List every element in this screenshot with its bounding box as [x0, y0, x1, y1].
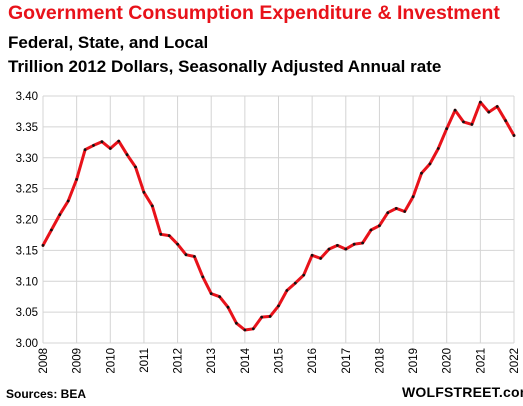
x-tick-label: 2019 — [408, 348, 420, 374]
data-point — [159, 232, 163, 236]
data-point — [277, 304, 280, 308]
series-points — [41, 100, 516, 332]
data-point — [117, 139, 121, 143]
data-point — [176, 242, 180, 246]
data-point — [445, 127, 449, 131]
data-point — [462, 120, 465, 124]
data-point — [268, 315, 272, 318]
x-tick-label: 2016 — [307, 348, 319, 374]
data-point — [436, 147, 440, 150]
data-point — [251, 327, 255, 331]
x-tick-label: 2014 — [240, 347, 252, 373]
data-point — [201, 275, 205, 279]
data-point — [470, 123, 474, 126]
data-point — [260, 315, 264, 319]
y-tick-label: 3.20 — [16, 215, 38, 227]
data-point — [235, 321, 238, 325]
gridlines — [42, 95, 515, 344]
data-point — [209, 292, 213, 295]
y-tick-label: 3.25 — [16, 184, 38, 196]
y-tick-label: 3.10 — [16, 276, 38, 288]
chart-title: Government Consumption Expenditure & Inv… — [8, 2, 500, 24]
data-point — [327, 247, 331, 251]
source-note: Sources: BEA — [6, 387, 87, 401]
data-point — [352, 242, 356, 246]
data-point — [285, 289, 289, 292]
watermark: WOLFSTREET.com — [402, 384, 523, 400]
x-tick-label: 2008 — [38, 348, 50, 374]
data-point — [100, 140, 104, 144]
data-point — [394, 207, 398, 210]
data-point — [504, 119, 507, 123]
data-point — [453, 108, 457, 112]
data-point — [142, 190, 146, 194]
x-tick-label: 2015 — [274, 348, 286, 374]
x-tick-label: 2009 — [72, 348, 84, 374]
data-point — [243, 328, 247, 332]
data-point — [58, 213, 62, 217]
y-tick-label: 3.05 — [16, 307, 38, 319]
data-point — [512, 134, 516, 137]
data-point — [487, 110, 491, 114]
x-tick-label: 2011 — [139, 348, 151, 373]
data-point — [108, 147, 112, 150]
data-point — [41, 244, 45, 247]
data-point — [167, 234, 171, 238]
data-point — [369, 228, 373, 232]
data-point — [319, 257, 322, 260]
data-point — [479, 100, 482, 104]
data-point — [378, 224, 381, 228]
x-tick-label: 2013 — [206, 348, 218, 374]
x-tick-label: 2012 — [173, 348, 185, 374]
data-point — [125, 153, 129, 157]
y-tick-label: 3.35 — [16, 122, 38, 134]
x-tick-label: 2010 — [105, 348, 117, 374]
data-point — [75, 178, 78, 181]
x-tick-label: 2020 — [442, 348, 454, 374]
x-tick-label: 2021 — [475, 348, 487, 374]
data-point — [361, 241, 364, 245]
data-point — [66, 199, 70, 203]
data-point — [134, 165, 137, 169]
data-point — [386, 211, 390, 215]
data-point — [92, 144, 95, 147]
x-tick-label: 2017 — [341, 348, 353, 374]
data-point — [218, 295, 222, 299]
data-point — [411, 195, 415, 199]
data-point — [50, 228, 53, 232]
x-axis-ticks: 2008 2009 2010 2011 2012 2013 2014 2015 2016 2017… — [38, 347, 521, 373]
y-axis-ticks: 3.00 3.05 3.10 3.15 3.20 3.25 3.30 3.35 3.40 — [16, 91, 38, 350]
data-point — [420, 171, 423, 175]
y-tick-label: 3.40 — [16, 91, 38, 103]
x-tick-label: 2018 — [374, 348, 386, 374]
y-tick-label: 3.15 — [16, 245, 38, 257]
data-point — [83, 148, 87, 152]
chart-subtitle-line-1: Federal, State, and Local — [8, 33, 209, 52]
data-point — [184, 253, 188, 257]
data-point — [226, 305, 230, 309]
data-point — [344, 247, 348, 251]
data-point — [150, 204, 154, 208]
data-point — [310, 253, 314, 257]
data-point — [495, 105, 499, 108]
data-point — [293, 281, 297, 285]
y-tick-label: 3.30 — [16, 153, 38, 165]
data-point — [302, 273, 306, 277]
data-point — [403, 210, 407, 213]
data-point — [336, 244, 339, 247]
data-point — [193, 255, 196, 258]
data-point — [428, 162, 432, 166]
chart-subtitle-line-2: Trillion 2012 Dollars, Seasonally Adjust… — [8, 57, 442, 76]
y-tick-label: 3.00 — [16, 338, 38, 350]
x-tick-label: 2022 — [509, 348, 521, 374]
